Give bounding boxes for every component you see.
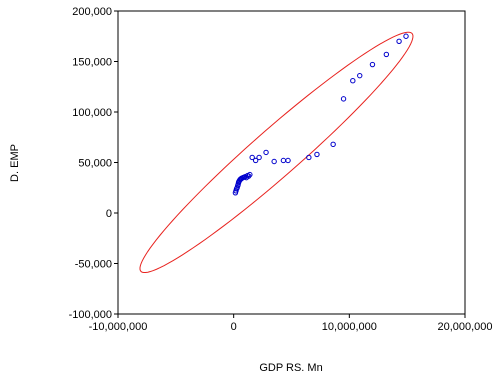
scatter-point [369,61,376,68]
scatter-points [232,33,409,196]
scatter-point [340,96,347,102]
y-axis-label: D. EMP [9,144,21,182]
y-tick-label: 200,000 [72,6,112,18]
scatter-point [314,151,320,158]
scatter-point [252,157,259,164]
y-tick-label: 0 [106,208,112,220]
x-tick-label: 0 [231,321,237,333]
y-tick-label: -100,000 [69,309,112,321]
plot-frame [117,10,466,315]
x-tick-label: 10,000,000 [322,321,377,333]
scatter-point [256,154,262,161]
scatter-point [330,141,336,148]
scatter-point [306,154,312,161]
y-tick-label: 150,000 [72,57,112,69]
scatter-point [285,157,291,164]
x-axis-ticks: -10,000,000 0 10,000,000 20,000,000 [89,314,493,333]
x-tick-label: 20,000,000 [437,321,492,333]
y-tick-label: 50,000 [78,158,112,170]
y-tick-label: -50,000 [75,259,112,271]
scatter-point [247,171,253,178]
confidence-ellipse [139,31,414,274]
scatter-point [396,38,402,44]
y-tick-label: 100,000 [72,107,112,119]
y-axis-ticks: -100,000 -50,000 0 50,000 100,000 150,000 200,… [69,6,118,321]
scatter-point [403,33,409,39]
scatter-point [249,154,255,161]
x-axis-label: GDP RS. Mn [259,362,322,374]
scatter-point [271,158,277,165]
scatter-point [350,77,356,84]
x-tick-label: -10,000,000 [89,321,148,333]
scatter-point [263,149,269,156]
scatter-point [383,51,390,58]
scatter-point [280,157,287,164]
scatter-point [357,72,363,79]
